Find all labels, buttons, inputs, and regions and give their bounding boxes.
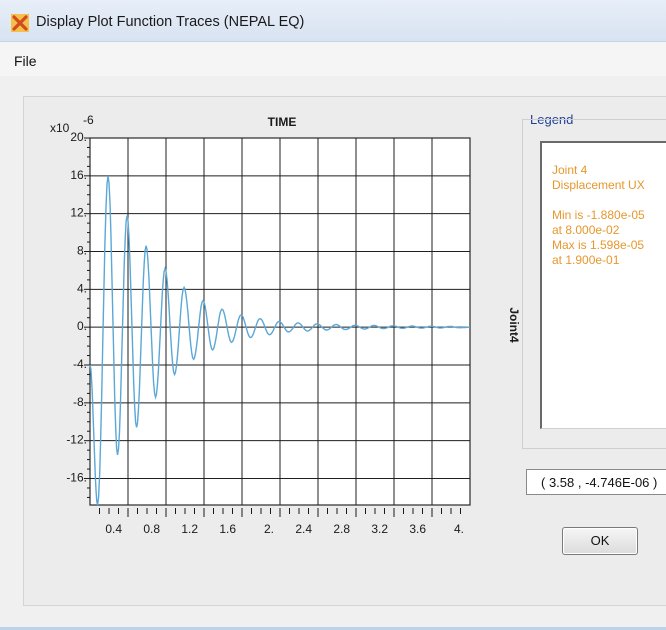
x-tick-label: 1.6 — [219, 522, 236, 536]
y-tick-label: 4. — [77, 281, 87, 295]
menu-file[interactable]: File — [14, 53, 37, 69]
legend-line: at 1.900e-01 — [552, 253, 620, 267]
y-tick-label: -12. — [66, 433, 87, 447]
y-multiplier-exponent: -6 — [83, 113, 94, 127]
chart-title: TIME — [268, 115, 297, 129]
legend-line: Min is -1.880e-05 — [552, 208, 645, 222]
ok-button[interactable]: OK — [562, 527, 638, 555]
title-bar[interactable]: Display Plot Function Traces (NEPAL EQ) — [0, 0, 666, 42]
legend-group — [522, 119, 666, 449]
window-border — [0, 627, 666, 630]
legend-line: Max is 1.598e-05 — [552, 238, 645, 252]
y-tick-label: 20. — [70, 130, 87, 144]
y-multiplier-label: x10 — [50, 121, 70, 135]
y-tick-label: 8. — [77, 244, 87, 258]
series-line-joint4 — [89, 175, 470, 506]
y-tick-label: 12. — [70, 206, 87, 220]
x-tick-label: 2. — [264, 522, 274, 536]
close-x-icon — [11, 14, 29, 32]
y-tick-label: -4. — [73, 357, 87, 371]
legend-line: Displacement UX — [552, 178, 645, 192]
legend-line: at 8.000e-02 — [552, 223, 620, 237]
menu-bar: File — [0, 42, 666, 76]
y-tick-label: 16. — [70, 168, 87, 182]
x-tick-label: 2.4 — [295, 522, 312, 536]
window-title: Display Plot Function Traces (NEPAL EQ) — [36, 14, 305, 30]
x-tick-label: 3.2 — [371, 522, 388, 536]
x-tick-label: 4. — [454, 522, 464, 536]
y-tick-label: -16. — [66, 471, 87, 485]
x-tick-label: 2.8 — [333, 522, 350, 536]
y-tick-label: -8. — [73, 395, 87, 409]
legend-line: Joint 4 — [552, 163, 588, 177]
legend-box — [540, 141, 666, 429]
cursor-readout: ( 3.58 , -4.746E-06 ) — [526, 469, 666, 495]
x-tick-label: 1.2 — [181, 522, 198, 536]
y-tick-label: 0. — [77, 319, 87, 333]
x-tick-label: 0.4 — [105, 522, 122, 536]
x-tick-label: 0.8 — [143, 522, 160, 536]
x-tick-label: 3.6 — [409, 522, 426, 536]
y-axis-label: Joint4 — [507, 307, 521, 343]
